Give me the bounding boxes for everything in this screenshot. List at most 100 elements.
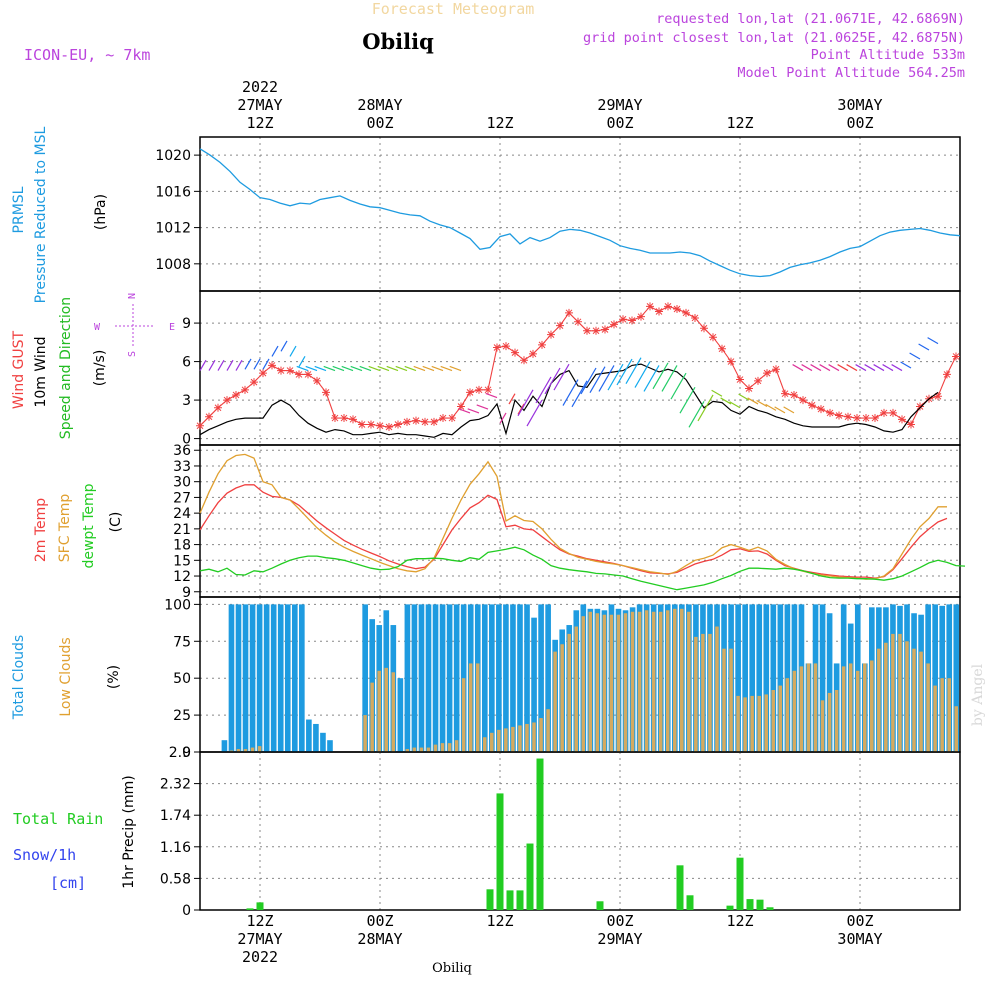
gust-point (241, 385, 249, 394)
total-cloud-bar (291, 604, 298, 752)
ytick-label-wind-3: 9 (182, 316, 191, 332)
wind-unit: (m/s) (92, 350, 108, 387)
wind-arrow (404, 365, 417, 372)
total-cloud-bar (362, 604, 368, 752)
wind-arrow (332, 365, 345, 372)
ytick-label-wind-1: 3 (182, 393, 191, 409)
low-cloud-bar (644, 610, 649, 752)
wind-arrow (661, 365, 678, 392)
panel-frame-pressure (199, 136, 961, 292)
bottom-tick-label-0-2: 2022 (242, 948, 278, 966)
ytick-label-clouds-1: 25 (173, 708, 191, 724)
low-cloud-bar (377, 670, 381, 752)
total-cloud-bar (320, 732, 326, 752)
top-tick-label-5-0: 30MAY (837, 96, 882, 114)
wind-arrow (359, 365, 372, 372)
wind-arrow (801, 364, 813, 372)
panel-frame-temp (199, 444, 961, 598)
low-cloud-bar (799, 666, 804, 752)
bottom-tick-label-2-0: 12Z (486, 912, 513, 930)
gust-point (772, 365, 780, 374)
gust-point (340, 414, 348, 423)
clouds-unit: (%) (106, 665, 122, 689)
total-cloud-bar (770, 604, 777, 752)
model-altitude: Model Point Altitude 564.25m (737, 65, 965, 81)
wind-arrow (235, 359, 243, 371)
low-cloud-bar (954, 706, 958, 752)
ytick-label-precip-4: 2.32 (160, 777, 191, 793)
sfc-label: SFC Temp (57, 494, 73, 563)
ytick-label-temp-4: 21 (173, 522, 191, 538)
low-cloud-bar (736, 695, 740, 752)
wind-arrow (431, 365, 444, 372)
wind-arrow (422, 365, 435, 372)
gust-point (736, 375, 744, 384)
low-cloud-bar (651, 611, 656, 752)
top-tick-label-0-2: 12Z (246, 114, 273, 132)
wind-arrow (305, 365, 318, 372)
gust-point (475, 385, 483, 394)
top-tick-label-1-1: 00Z (366, 114, 393, 132)
wind-arrow (458, 408, 471, 414)
low-cloud-bar (757, 695, 761, 752)
gust-point (277, 366, 285, 375)
total-cloud-bar (763, 604, 770, 752)
low-cloud-bar (665, 610, 670, 752)
low-cloud-bar (778, 685, 783, 752)
low-cloud-bar (623, 613, 628, 752)
low-cloud-bar (581, 616, 586, 752)
ytick-label-temp-2: 15 (173, 553, 191, 569)
gust-point (223, 396, 231, 405)
gust-point (898, 415, 906, 424)
dew-label: dewpt Temp (81, 483, 97, 568)
credit-watermark: by Angel (970, 663, 986, 726)
low-cloud-bar (750, 695, 754, 752)
low-cloud-bar (764, 694, 768, 752)
gust-point (619, 315, 627, 324)
gust-point (727, 357, 735, 366)
location-title: Obiliq (362, 29, 434, 54)
total-cloud-bar (749, 604, 756, 752)
ytick-label-temp-8: 33 (173, 459, 191, 475)
ytick-label-temp-9: 36 (173, 443, 191, 459)
low-cloud-bar (532, 722, 536, 752)
top-tick-label-3-1: 00Z (606, 114, 633, 132)
wind-arrow (208, 359, 216, 371)
low-cloud-bar (433, 744, 438, 752)
wind-arrow (499, 412, 507, 424)
low-cloud-bar (363, 715, 367, 752)
bottom-tick-label-0-1: 27MAY (237, 930, 282, 948)
total-cloud-bar (299, 604, 305, 752)
gust-point (718, 344, 726, 353)
ytick-label-temp-7: 30 (173, 475, 191, 491)
ytick-label-pressure-1: 1012 (155, 221, 191, 237)
gust-point (412, 416, 420, 425)
low-cloud-bar (490, 732, 494, 752)
ytick-label-wind-2: 6 (182, 355, 191, 371)
low-cloud-bar (841, 666, 846, 752)
gust-point (214, 403, 222, 412)
wind-arrow (774, 406, 786, 414)
low-cloud-bar (680, 608, 684, 752)
low-cloud-bar (877, 648, 881, 752)
gust-point (493, 343, 501, 352)
total-cloud-bar (756, 604, 763, 752)
low-cloud-bar (454, 740, 459, 752)
total-cloud-bar (313, 723, 319, 752)
total-cloud-bar (439, 604, 446, 752)
rain-bar (256, 902, 264, 910)
snow-unit-label: [cm] (50, 874, 86, 892)
wind-arrow (199, 359, 207, 371)
total-cloud-bar (277, 604, 284, 752)
rain-bar (506, 890, 514, 910)
t2m-label: 2m Temp (33, 498, 49, 562)
low-clouds-label: Low Clouds (58, 637, 74, 716)
wind-arrow (927, 337, 939, 345)
chart-title: Forecast Meteogram (372, 0, 535, 18)
ytick-label-temp-6: 27 (173, 490, 191, 506)
compass-n: N (127, 293, 138, 299)
wind-arrow (891, 364, 903, 372)
total-cloud-bar (306, 719, 312, 752)
ytick-label-temp-3: 18 (173, 538, 191, 554)
